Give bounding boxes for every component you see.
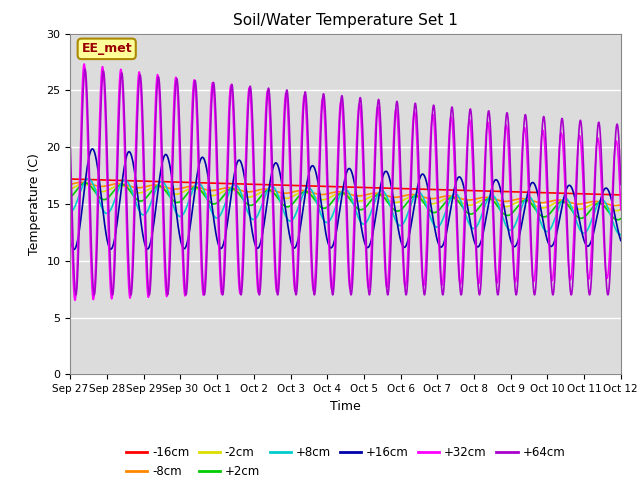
-2cm bbox=[67, 186, 74, 192]
+16cm bbox=[477, 238, 485, 243]
+8cm bbox=[617, 232, 625, 238]
+64cm bbox=[67, 145, 74, 151]
+64cm bbox=[277, 239, 285, 244]
-16cm bbox=[477, 188, 485, 194]
+32cm bbox=[277, 205, 285, 211]
+64cm bbox=[425, 212, 433, 218]
+8cm bbox=[477, 214, 485, 219]
+16cm bbox=[397, 238, 404, 243]
+64cm bbox=[166, 243, 174, 249]
+16cm bbox=[425, 189, 433, 194]
+64cm bbox=[81, 66, 89, 72]
Text: EE_met: EE_met bbox=[81, 42, 132, 55]
-2cm bbox=[397, 199, 404, 204]
Line: +2cm: +2cm bbox=[70, 183, 621, 220]
Line: -8cm: -8cm bbox=[70, 182, 621, 205]
+2cm bbox=[614, 217, 621, 223]
Line: -16cm: -16cm bbox=[70, 179, 621, 195]
+16cm bbox=[70, 247, 78, 252]
-16cm bbox=[277, 182, 285, 188]
Legend: -16cm, -8cm, -2cm, +2cm, +8cm, +16cm, +32cm, +64cm: -16cm, -8cm, -2cm, +2cm, +8cm, +16cm, +3… bbox=[122, 442, 570, 480]
-16cm bbox=[67, 176, 74, 182]
+64cm bbox=[397, 166, 404, 171]
+2cm bbox=[477, 202, 485, 207]
-8cm bbox=[477, 195, 485, 201]
+16cm bbox=[88, 146, 96, 152]
+16cm bbox=[67, 237, 74, 242]
+16cm bbox=[277, 175, 285, 181]
+8cm bbox=[397, 223, 404, 228]
+2cm bbox=[277, 199, 285, 205]
+2cm bbox=[67, 194, 74, 200]
+64cm bbox=[617, 181, 625, 187]
Line: +64cm: +64cm bbox=[70, 69, 621, 295]
-2cm bbox=[166, 190, 174, 196]
+2cm bbox=[397, 207, 404, 213]
+16cm bbox=[519, 214, 527, 219]
-8cm bbox=[78, 180, 86, 185]
Title: Soil/Water Temperature Set 1: Soil/Water Temperature Set 1 bbox=[233, 13, 458, 28]
+2cm bbox=[166, 195, 174, 201]
+2cm bbox=[617, 216, 625, 222]
+8cm bbox=[277, 200, 285, 206]
-2cm bbox=[477, 198, 485, 204]
-8cm bbox=[277, 190, 285, 196]
-16cm bbox=[166, 179, 174, 185]
+32cm bbox=[81, 61, 88, 67]
-16cm bbox=[617, 192, 625, 198]
-2cm bbox=[79, 181, 87, 187]
-16cm bbox=[397, 186, 404, 192]
+16cm bbox=[617, 238, 625, 243]
+64cm bbox=[519, 136, 527, 142]
-8cm bbox=[519, 196, 527, 202]
-8cm bbox=[397, 194, 404, 200]
+32cm bbox=[617, 207, 625, 213]
-16cm bbox=[424, 186, 432, 192]
+2cm bbox=[81, 180, 89, 186]
-16cm bbox=[519, 189, 527, 195]
Line: +8cm: +8cm bbox=[70, 179, 621, 235]
-2cm bbox=[424, 200, 432, 206]
+64cm bbox=[477, 275, 485, 280]
+32cm bbox=[167, 210, 175, 216]
+32cm bbox=[67, 179, 74, 184]
Y-axis label: Temperature (C): Temperature (C) bbox=[28, 153, 41, 255]
-2cm bbox=[519, 198, 527, 204]
+8cm bbox=[616, 232, 624, 238]
+16cm bbox=[167, 167, 175, 173]
Line: -2cm: -2cm bbox=[70, 184, 621, 211]
+8cm bbox=[424, 209, 432, 215]
+8cm bbox=[519, 201, 527, 207]
-2cm bbox=[612, 208, 620, 214]
+32cm bbox=[519, 132, 527, 138]
+8cm bbox=[84, 176, 92, 181]
X-axis label: Time: Time bbox=[330, 400, 361, 413]
-8cm bbox=[617, 202, 625, 208]
-2cm bbox=[617, 207, 625, 213]
+32cm bbox=[425, 185, 433, 191]
+8cm bbox=[67, 209, 74, 215]
+2cm bbox=[424, 206, 432, 212]
-8cm bbox=[166, 186, 174, 192]
-2cm bbox=[277, 194, 285, 200]
+2cm bbox=[519, 198, 527, 204]
Line: +32cm: +32cm bbox=[70, 64, 621, 300]
+64cm bbox=[403, 292, 410, 298]
+32cm bbox=[397, 197, 404, 203]
+8cm bbox=[166, 195, 174, 201]
Line: +16cm: +16cm bbox=[70, 149, 621, 250]
+32cm bbox=[477, 249, 485, 254]
-8cm bbox=[424, 195, 432, 201]
+32cm bbox=[71, 298, 79, 303]
-8cm bbox=[611, 203, 619, 208]
-8cm bbox=[67, 181, 74, 187]
